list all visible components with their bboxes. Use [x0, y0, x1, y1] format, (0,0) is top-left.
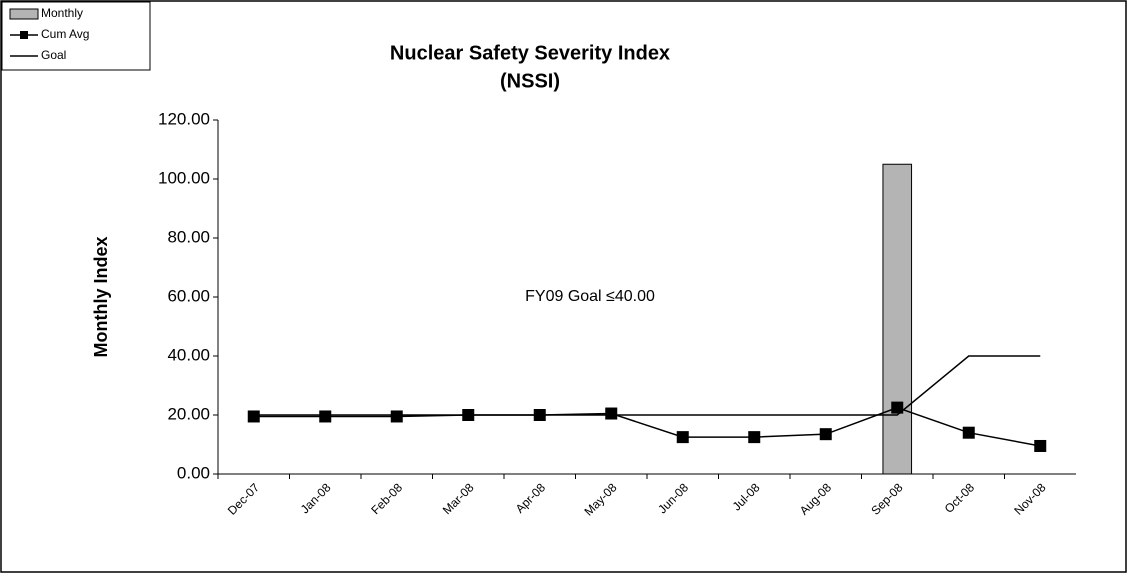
line — [253, 355, 1041, 416]
marker — [319, 410, 332, 423]
legend-label: Goal — [41, 48, 66, 62]
y-tick-label: 100.00 — [158, 168, 210, 187]
y-tick-label: 40.00 — [167, 345, 210, 364]
marker — [676, 431, 689, 444]
marker — [748, 431, 761, 444]
y-tick-label: 20.00 — [167, 404, 210, 423]
y-axis-label: Monthly Index — [91, 237, 111, 358]
line — [253, 406, 1041, 447]
marker — [390, 410, 403, 423]
annotation: FY09 Goal ≤40.00 — [525, 288, 655, 305]
marker — [1034, 439, 1047, 452]
y-tick-label: 60.00 — [167, 286, 210, 305]
bar — [882, 163, 913, 475]
legend-marker — [20, 31, 28, 39]
legend-swatch — [9, 8, 39, 20]
marker — [247, 410, 260, 423]
legend-label: Monthly — [41, 6, 83, 20]
marker — [605, 407, 618, 420]
chart-title: Nuclear Safety Severity Index — [390, 42, 670, 64]
y-tick-label: 80.00 — [167, 227, 210, 246]
marker — [891, 401, 904, 414]
marker — [819, 428, 832, 441]
marker — [962, 426, 975, 439]
chart-subtitle: (NSSI) — [500, 70, 560, 92]
y-tick-label: 0.00 — [177, 463, 210, 482]
legend-label: Cum Avg — [41, 27, 89, 41]
y-tick-label: 120.00 — [158, 109, 210, 128]
